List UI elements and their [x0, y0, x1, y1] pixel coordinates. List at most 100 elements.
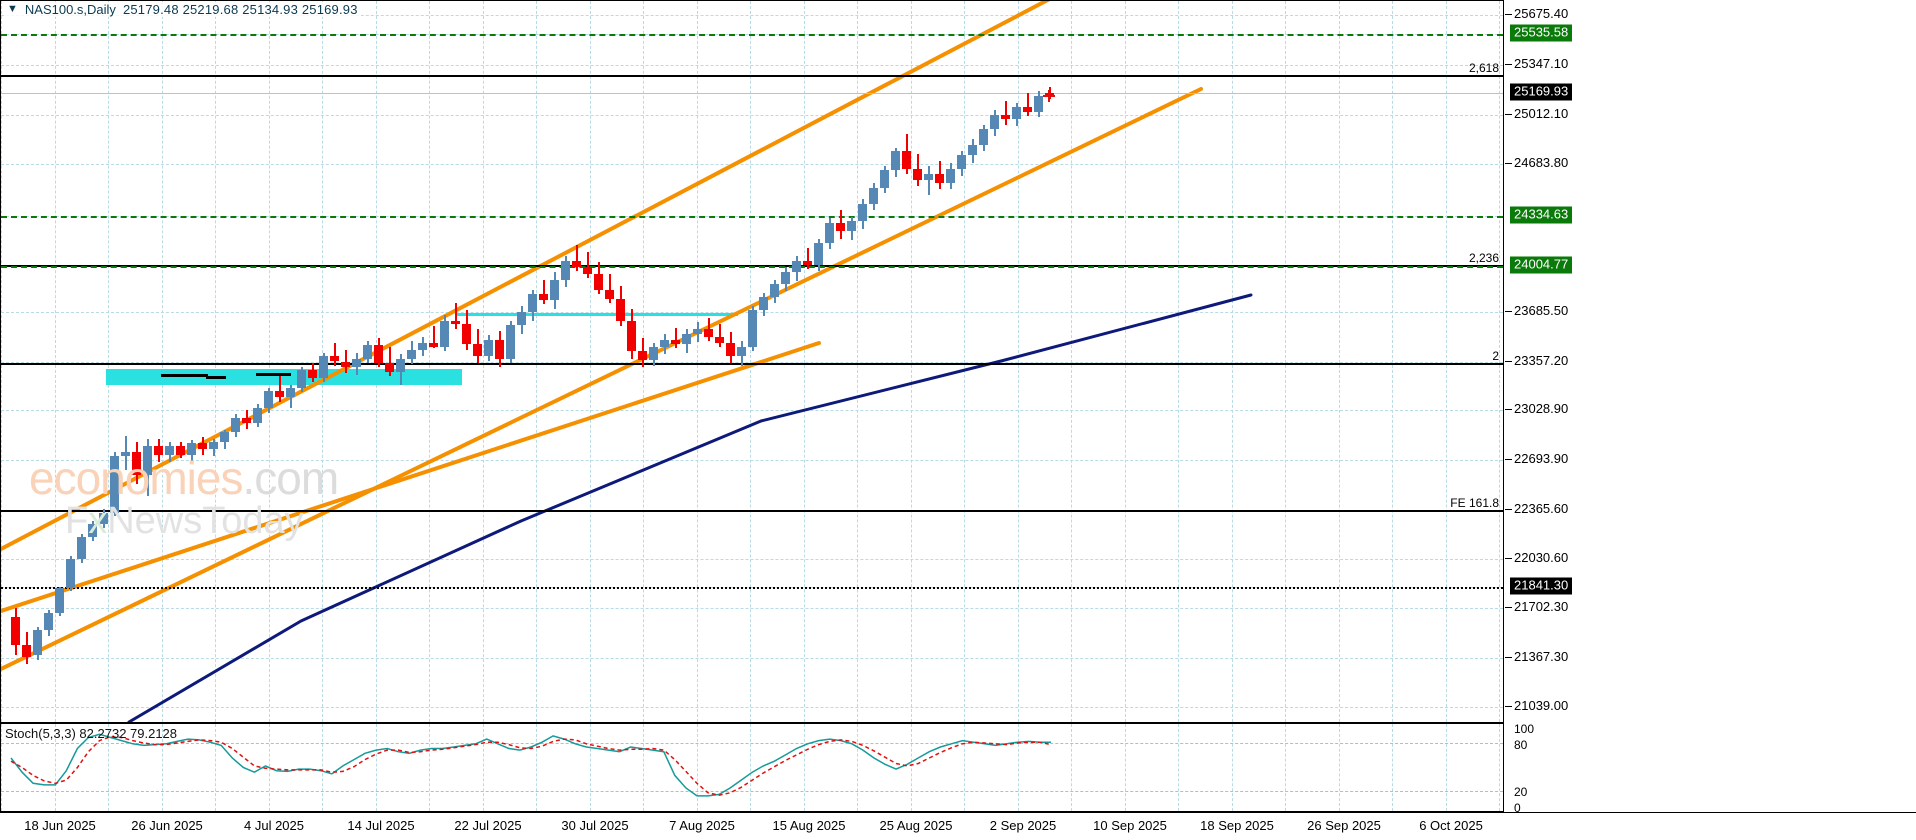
candle-bullish[interactable]: [440, 320, 449, 347]
candle-bearish[interactable]: [451, 320, 460, 324]
candle-bullish[interactable]: [781, 272, 790, 285]
date-tick-label[interactable]: 26 Jun 2025: [131, 818, 203, 833]
candle-bearish[interactable]: [11, 617, 20, 645]
candle-bullish[interactable]: [847, 221, 856, 232]
horizontal-mark[interactable]: [206, 376, 226, 379]
candle-bearish[interactable]: [715, 336, 724, 343]
candle-bullish[interactable]: [990, 114, 999, 130]
candle-bearish[interactable]: [275, 390, 284, 397]
price-tick-label[interactable]: 25169.93: [1510, 83, 1573, 101]
candle-bullish[interactable]: [946, 168, 955, 184]
price-tick-label[interactable]: 22030.60: [1505, 551, 1568, 565]
candle-bearish[interactable]: [473, 343, 482, 356]
date-tick-label[interactable]: 7 Aug 2025: [669, 818, 735, 833]
candle-bullish[interactable]: [297, 370, 306, 388]
price-tick-label[interactable]: 24004.77: [1510, 256, 1573, 274]
res-25535-line[interactable]: [1, 34, 1503, 36]
candle-bearish[interactable]: [638, 351, 647, 361]
price-tick-label[interactable]: 23028.90: [1505, 402, 1568, 416]
candle-bearish[interactable]: [572, 260, 581, 267]
candle-bullish[interactable]: [187, 443, 196, 456]
candle-bullish[interactable]: [506, 324, 515, 359]
candle-bearish[interactable]: [176, 446, 185, 456]
candle-bullish[interactable]: [99, 513, 108, 524]
candle-bullish[interactable]: [209, 441, 218, 450]
candle-bullish[interactable]: [66, 558, 75, 588]
candle-bearish[interactable]: [935, 174, 944, 184]
price-tick-label[interactable]: 24683.80: [1505, 156, 1568, 170]
price-tick-label[interactable]: 23685.50: [1505, 304, 1568, 318]
candle-bearish[interactable]: [429, 342, 438, 347]
candle-bearish[interactable]: [132, 452, 141, 476]
candle-bullish[interactable]: [253, 408, 262, 423]
candle-bullish[interactable]: [319, 355, 328, 378]
candle-bearish[interactable]: [22, 645, 31, 657]
candle-bullish[interactable]: [891, 151, 900, 171]
sup-24004-line[interactable]: [1, 266, 1503, 268]
sup-24334-line[interactable]: [1, 216, 1503, 218]
candle-bullish[interactable]: [121, 452, 130, 457]
candle-bullish[interactable]: [231, 418, 240, 432]
candle-bullish[interactable]: [924, 174, 933, 181]
candle-bullish[interactable]: [1012, 107, 1021, 119]
candle-bearish[interactable]: [836, 222, 845, 232]
candle-bullish[interactable]: [1034, 95, 1043, 112]
price-tick-label[interactable]: 25012.10: [1505, 107, 1568, 121]
ma-navy[interactable]: [127, 293, 1253, 722]
fib-2-line[interactable]: [1, 363, 1503, 365]
candle-bullish[interactable]: [825, 222, 834, 244]
date-tick-label[interactable]: 10 Sep 2025: [1093, 818, 1167, 833]
stochastic-plot[interactable]: [1, 724, 1503, 811]
candle-bullish[interactable]: [528, 294, 537, 312]
candle-bullish[interactable]: [858, 203, 867, 222]
price-tick-label[interactable]: 21702.30: [1505, 600, 1568, 614]
price-tick-label[interactable]: 25675.40: [1505, 7, 1568, 21]
candle-bullish[interactable]: [869, 187, 878, 204]
candle-bearish[interactable]: [583, 266, 592, 274]
date-tick-label[interactable]: 2 Sep 2025: [989, 818, 1057, 833]
candle-bearish[interactable]: [902, 151, 911, 169]
date-tick-label[interactable]: 22 Jul 2025: [454, 818, 522, 833]
candle-bearish[interactable]: [154, 446, 163, 456]
candle-bullish[interactable]: [660, 339, 669, 347]
supply-line[interactable]: [456, 313, 738, 316]
candle-bearish[interactable]: [594, 273, 603, 290]
horizontal-mark[interactable]: [256, 373, 291, 376]
caret-down-icon[interactable]: ▼: [7, 3, 18, 15]
candle-bearish[interactable]: [330, 355, 339, 362]
candle-bullish[interactable]: [77, 536, 86, 559]
date-tick-label[interactable]: 15 Aug 2025: [772, 818, 846, 833]
candle-bearish[interactable]: [913, 168, 922, 181]
mid-support-orange[interactable]: [1, 341, 821, 613]
candle-bearish[interactable]: [616, 298, 625, 321]
candle-bullish[interactable]: [407, 349, 416, 359]
price-tick-label[interactable]: 22365.60: [1505, 502, 1568, 516]
candle-bullish[interactable]: [352, 358, 361, 368]
candle-bearish[interactable]: [495, 339, 504, 359]
date-tick-label[interactable]: 26 Sep 2025: [1307, 818, 1381, 833]
current-price-line[interactable]: [1, 93, 1503, 94]
horizontal-mark[interactable]: [161, 374, 208, 377]
candle-bearish[interactable]: [462, 323, 471, 344]
price-axis[interactable]: 25675.40 25535.58 25347.10 25169.93 25012.10…: [1504, 0, 1916, 723]
date-tick-label[interactable]: 18 Sep 2025: [1200, 818, 1274, 833]
date-axis[interactable]: 18 Jun 2025 26 Jun 2025 4 Jul 2025 14 Jul 2…: [0, 812, 1916, 840]
candle-bearish[interactable]: [198, 443, 207, 450]
candle-bearish[interactable]: [1023, 107, 1032, 112]
lower-channel-orange[interactable]: [1, 87, 1203, 671]
candle-bullish[interactable]: [770, 284, 779, 298]
candle-bullish[interactable]: [550, 279, 559, 301]
candle-bearish[interactable]: [803, 260, 812, 266]
candle-bullish[interactable]: [814, 243, 823, 266]
candle-bearish[interactable]: [726, 342, 735, 356]
candle-bullish[interactable]: [561, 260, 570, 280]
pivot-21841-line[interactable]: [1, 587, 1503, 589]
candle-bullish[interactable]: [418, 342, 427, 350]
candle-bearish[interactable]: [539, 294, 548, 301]
candle-bearish[interactable]: [308, 370, 317, 378]
candle-bullish[interactable]: [44, 612, 53, 631]
fe-1618-line[interactable]: [1, 510, 1503, 512]
price-tick-label[interactable]: 21841.30: [1510, 577, 1573, 595]
candle-bullish[interactable]: [693, 329, 702, 334]
candle-bullish[interactable]: [968, 145, 977, 156]
